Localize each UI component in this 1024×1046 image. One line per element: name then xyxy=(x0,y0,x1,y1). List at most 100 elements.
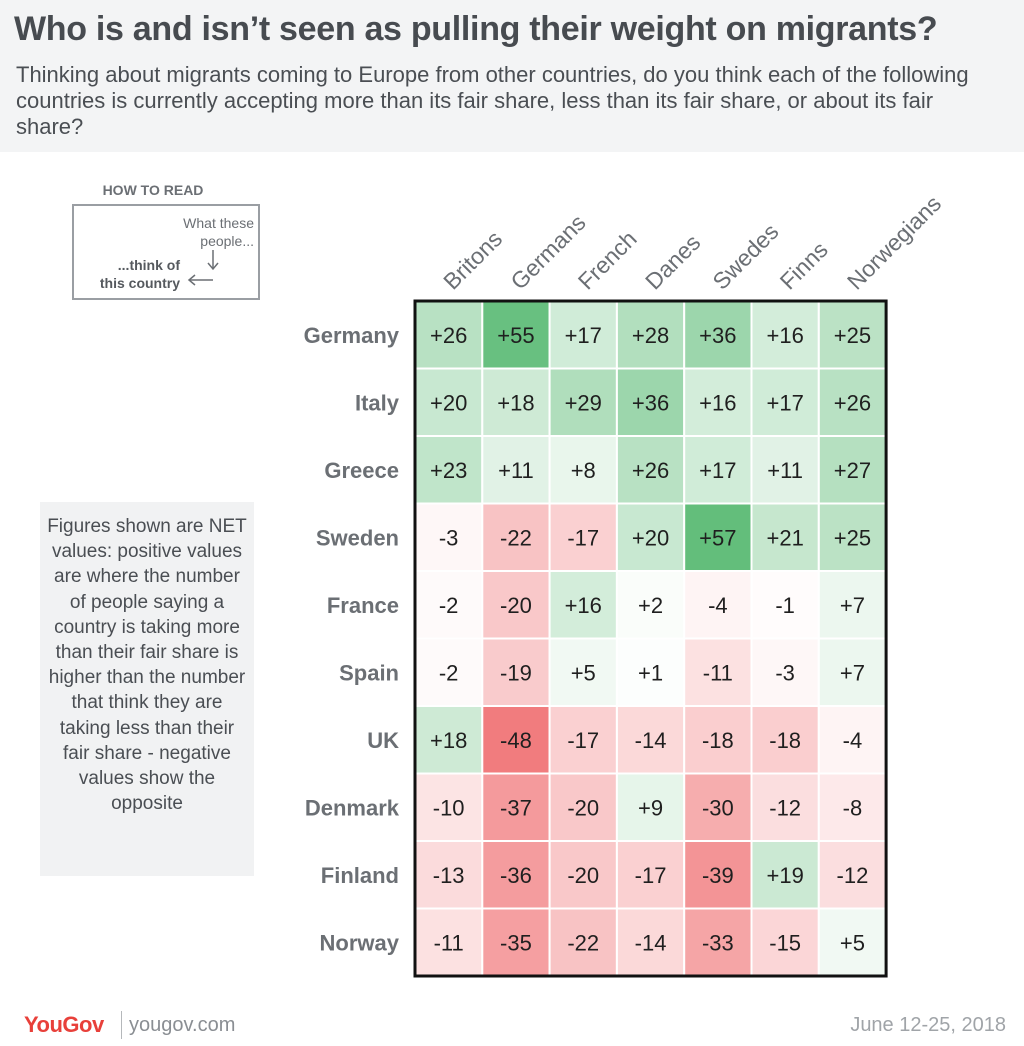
how-to-read-country: ...think of this country xyxy=(80,256,180,292)
cell-value-label: +7 xyxy=(840,593,865,618)
cell-value-label: +18 xyxy=(497,390,534,415)
cell-value-label: -4 xyxy=(843,728,863,753)
heatmap-cell xyxy=(414,435,484,505)
row-label: Finland xyxy=(321,863,399,888)
heatmap-cell xyxy=(683,570,753,640)
how-to-read-people-line2: people... xyxy=(200,233,254,249)
cell-value-label: -13 xyxy=(433,863,465,888)
heatmap-cell xyxy=(481,772,551,842)
heatmap-cell xyxy=(481,435,551,505)
cell-value-label: -17 xyxy=(567,728,599,753)
heatmap-cell xyxy=(414,705,484,775)
how-to-read-box: What these people... ...think of this co… xyxy=(72,204,260,300)
heatmap-cell xyxy=(683,502,753,572)
cell-value-label: -18 xyxy=(702,728,734,753)
footer-site: yougov.com xyxy=(129,1014,236,1036)
cell-value-label: -18 xyxy=(769,728,801,753)
column-label: Danes xyxy=(640,229,705,294)
cell-value-label: +18 xyxy=(430,728,467,753)
how-to-read-people-line1: What these xyxy=(183,215,254,231)
heatmap-cell xyxy=(817,840,888,910)
cell-value-label: -20 xyxy=(567,795,599,820)
row-label: Norway xyxy=(320,930,400,955)
cell-value-label: -10 xyxy=(433,795,465,820)
heatmap-cell xyxy=(817,300,888,370)
net-values-note: Figures shown are NET values: positive v… xyxy=(40,502,254,876)
cell-value-label: -3 xyxy=(775,660,795,685)
cell-value-label: -8 xyxy=(843,795,863,820)
heatmap-cell xyxy=(481,840,551,910)
column-label: Britons xyxy=(438,226,507,295)
cell-value-label: -33 xyxy=(702,930,734,955)
heatmap-cell xyxy=(481,570,551,640)
heatmap-cell xyxy=(615,705,686,775)
cell-value-label: +17 xyxy=(699,458,736,483)
row-label: Spain xyxy=(339,660,399,685)
heatmap-cell xyxy=(548,502,618,572)
cell-value-label: -15 xyxy=(769,930,801,955)
cell-value-label: +20 xyxy=(430,390,467,415)
cell-value-label: -39 xyxy=(702,863,734,888)
cell-value-label: -20 xyxy=(567,863,599,888)
row-label: UK xyxy=(367,728,399,753)
cell-value-label: +28 xyxy=(632,323,669,348)
cell-value-label: +11 xyxy=(498,458,534,483)
row-label: Greece xyxy=(324,458,399,483)
how-to-read-country-line2: this country xyxy=(99,275,180,291)
heatmap-cell xyxy=(817,367,888,437)
cell-value-label: -1 xyxy=(775,593,795,618)
cell-value-label: +55 xyxy=(497,323,534,348)
column-label: Norwegians xyxy=(842,190,946,294)
heatmap-cell xyxy=(414,907,484,977)
column-label: Swedes xyxy=(707,218,783,294)
cell-value-label: +25 xyxy=(834,525,871,550)
heatmap-cell xyxy=(817,637,888,707)
heatmap-cell xyxy=(683,705,753,775)
cell-value-label: -35 xyxy=(500,930,532,955)
row-label: France xyxy=(327,593,399,618)
footer-divider xyxy=(121,1011,122,1039)
cell-value-label: +17 xyxy=(565,323,602,348)
cell-value-label: -14 xyxy=(635,930,667,955)
heatmap-cell xyxy=(750,570,820,640)
cell-value-label: -4 xyxy=(708,593,728,618)
heatmap-cell xyxy=(414,367,484,437)
row-label: Germany xyxy=(304,323,400,348)
cell-value-label: -22 xyxy=(500,525,532,550)
cell-value-label: -22 xyxy=(567,930,599,955)
left-arrow-head xyxy=(187,274,196,286)
cell-value-label: -12 xyxy=(837,863,869,888)
cell-value-label: -12 xyxy=(769,795,801,820)
heatmap-cell xyxy=(615,367,686,437)
cell-value-label: -20 xyxy=(500,593,532,618)
footer-date: June 12-25, 2018 xyxy=(850,1014,1006,1036)
how-to-read-people: What these people... xyxy=(144,214,254,250)
cell-value-label: +1 xyxy=(638,660,663,685)
cell-value-label: +20 xyxy=(632,525,669,550)
cell-value-label: +11 xyxy=(767,458,803,483)
column-label: Finns xyxy=(775,236,833,294)
cell-value-label: +26 xyxy=(834,390,871,415)
cell-value-label: -11 xyxy=(703,660,733,685)
heatmap-cell xyxy=(817,772,888,842)
cell-value-label: +21 xyxy=(766,525,803,550)
cell-value-label: +25 xyxy=(834,323,871,348)
down-arrow-head xyxy=(207,262,219,271)
cell-value-label: +2 xyxy=(638,593,663,618)
cell-value-label: +16 xyxy=(565,593,602,618)
cell-value-label: -17 xyxy=(635,863,667,888)
cell-value-label: +29 xyxy=(565,390,602,415)
heatmap-cell xyxy=(817,705,888,775)
how-to-read-label: HOW TO READ xyxy=(102,182,204,198)
heatmap-cell xyxy=(750,367,820,437)
cell-value-label: +23 xyxy=(430,458,467,483)
how-to-read-arrows xyxy=(187,250,219,286)
chart-title: Who is and isn’t seen as pulling their w… xyxy=(14,10,938,48)
cell-value-label: +36 xyxy=(632,390,669,415)
how-to-read-country-line1: ...think of xyxy=(117,257,180,273)
heatmap-cell xyxy=(683,772,753,842)
cell-value-label: -36 xyxy=(500,863,532,888)
chart-subtitle: Thinking about migrants coming to Europe… xyxy=(16,62,969,139)
cell-value-label: +26 xyxy=(632,458,669,483)
